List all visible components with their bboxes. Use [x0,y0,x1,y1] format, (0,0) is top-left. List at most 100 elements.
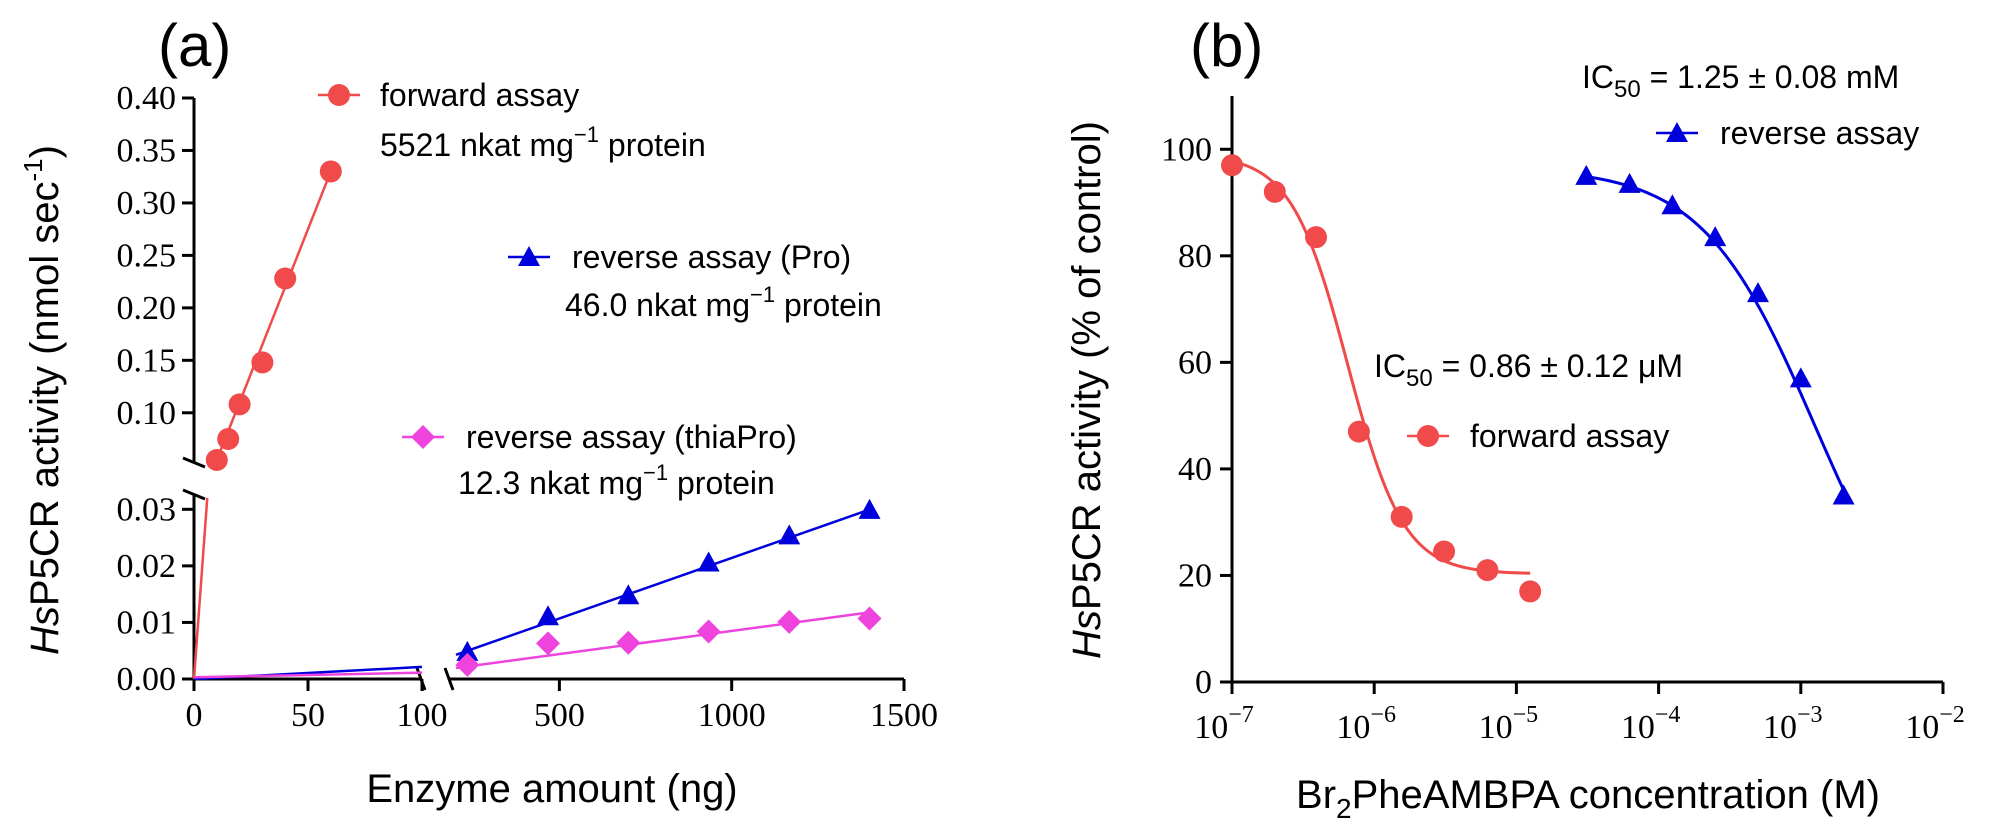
panel-a-x-ticks: 0 50 100 500 1000 1500 [186,679,938,734]
reverse-pro-rate-post: protein [775,287,882,323]
reverse-thia-rate-value: 12.3 [458,465,520,501]
legend-b-forward-label: forward assay [1470,418,1669,454]
legend-b-reverse-label: reverse assay [1720,115,1919,151]
panel-b-y-tick-label: 60 [1178,344,1212,381]
panel-a-y-title-italic: Hs [23,606,67,655]
panel-b-data-points [1221,154,1855,603]
panel-b-x-title-sub: 2 [1336,793,1352,824]
panel-a-axes [182,98,904,691]
panel-a-y-tick-label: 0.15 [117,342,177,379]
panel-b-x-title-pre: Br [1296,773,1336,817]
fit-line-left-segment [193,671,423,679]
reverse-pro-rate-unit: nkat mg [636,287,750,323]
data-point-forward [251,351,274,374]
panel-b-y-tick-label: 40 [1178,451,1212,488]
data-point-triangle [617,584,640,605]
legend-reverse-pro-rate: 46.0 nkat mg−1 protein [565,282,882,323]
data-point-forward [274,267,297,290]
data-point-reverse [1789,367,1812,388]
panel-b-x-tick-label: 10−7 [1194,702,1254,746]
data-point-forward [1433,540,1456,563]
legend-forward-circle [328,84,350,106]
panel-b-x-title-post: PheAMBPA concentration (M) [1352,773,1880,817]
panel-a-y-tick-label: 0.35 [117,132,177,169]
fit-line-forward-upper [215,170,332,461]
panel-a-x-axis-title: Enzyme amount (ng) [366,767,737,811]
panel-b-y-title-text: P5CR activity (% of control) [1065,121,1109,610]
legend-forward-label: forward assay [380,77,579,113]
forward-rate-unit: nkat mg [460,127,574,163]
fit-line-right-segment [455,611,870,670]
panel-a-y-tick-label: 0.01 [117,604,177,641]
panel-a-x-tick-label: 100 [397,697,448,734]
panel-b-y-ticks: 0 20 40 60 80 100 [1161,131,1232,701]
data-point-forward [1390,505,1413,528]
legend-b-reverse-triangle [1666,122,1688,142]
panel-a-y-title-text: P5CR activity (nmol sec [23,182,67,607]
panel-b-legend-reverse: IC50 = 1.25 ± 0.08 mM reverse assay [1582,59,1919,151]
legend-reverse-thia-rate: 12.3 nkat mg−1 protein [458,460,775,501]
data-point-diamond [777,609,802,634]
panel-a-label: (a) [158,12,231,79]
data-point-forward [1476,559,1499,582]
panel-b-x-tick-label: 10−6 [1336,702,1396,746]
panel-a-legend: forward assay 5521 nkat mg−1 protein rev… [318,77,882,501]
ic50-reverse-post: = 1.25 ± 0.08 mM [1641,59,1900,95]
panel-a-y-tick-label: 0.10 [117,395,177,432]
data-point-reverse [1832,484,1855,505]
panel-a-y-tick-label: 0.03 [117,491,177,528]
legend-forward-assay: forward assay 5521 nkat mg−1 protein [318,77,706,163]
panel-a-y-tick-label: 0.02 [117,548,177,585]
panel-a-x-tick-label: 1500 [870,697,938,734]
panel-a-y-tick-label: 0.25 [117,237,177,274]
panel-b-x-tick-label: 10−3 [1763,702,1823,746]
panel-a-y-title-close: ) [23,145,67,158]
panel-a-x-tick-label: 500 [534,697,585,734]
data-point-reverse [1746,282,1769,303]
data-point-triangle [456,640,479,661]
data-point-forward [1221,154,1243,177]
data-point-forward [228,393,251,416]
panel-b-x-ticks: 10−7 10−6 10−5 10−4 10−3 10−2 [1194,682,1965,746]
forward-rate-sup: −1 [574,122,599,147]
forward-rate-post: protein [599,127,706,163]
panel-b-y-tick-label: 0 [1195,664,1212,701]
panel-a-data-points [205,160,882,677]
panel-b-y-axis-title: HsP5CR activity (% of control) [1065,121,1109,659]
panel-b-label: (b) [1190,12,1263,79]
fit-line-forward-lower [192,497,209,680]
panel-a: (a) 0.00 0.01 0.02 0.03 0.10 0.15 0.20 0.25 0.30… [18,12,938,811]
data-point-reverse [1575,164,1598,185]
legend-reverse-pro-label: reverse assay (Pro) [572,239,851,275]
panel-b-x-tick-label: 10−2 [1905,702,1965,746]
reverse-thia-rate-unit: nkat mg [529,465,643,501]
data-point-triangle [537,605,560,626]
data-point-diamond [536,631,561,656]
data-point-diamond [616,630,641,655]
ic50-forward-sub: 50 [1406,365,1433,392]
data-point-reverse [1704,226,1727,247]
ic50-reverse-annotation: IC50 = 1.25 ± 0.08 mM [1582,59,1899,103]
ic50-reverse-pre: IC [1582,59,1614,95]
legend-reverse-pro: reverse assay (Pro) 46.0 nkat mg−1 prote… [508,239,882,323]
panel-b-y-tick-label: 80 [1178,238,1212,275]
panel-a-x-break-mark-2 [443,667,455,691]
reverse-thia-rate-post: protein [668,465,775,501]
legend-reverse-thia-diamond [411,425,435,449]
panel-a-y-break-mark-1 [182,456,206,469]
data-point-diamond [696,619,721,644]
panel-a-x-tick-label: 1000 [698,697,766,734]
ic50-forward-pre: IC [1374,348,1406,384]
panel-a-y-break-mark-2 [182,488,206,501]
legend-reverse-thia-label: reverse assay (thiaPro) [466,419,797,455]
panel-a-y-ticks: 0.00 0.01 0.02 0.03 0.10 0.15 0.20 0.25 0.30 0.35… [117,80,194,698]
panel-a-y-tick-label: 0.40 [117,80,177,117]
data-point-reverse [1618,172,1641,193]
ic50-forward-annotation: IC50 = 0.86 ± 0.12 μM [1374,348,1683,392]
reverse-thia-rate-sup: −1 [643,460,668,485]
panel-b-legend-forward: IC50 = 0.86 ± 0.12 μM forward assay [1374,348,1683,454]
panel-a-y-tick-label: 0.00 [117,661,177,698]
panel-a-x-tick-label: 0 [186,697,203,734]
